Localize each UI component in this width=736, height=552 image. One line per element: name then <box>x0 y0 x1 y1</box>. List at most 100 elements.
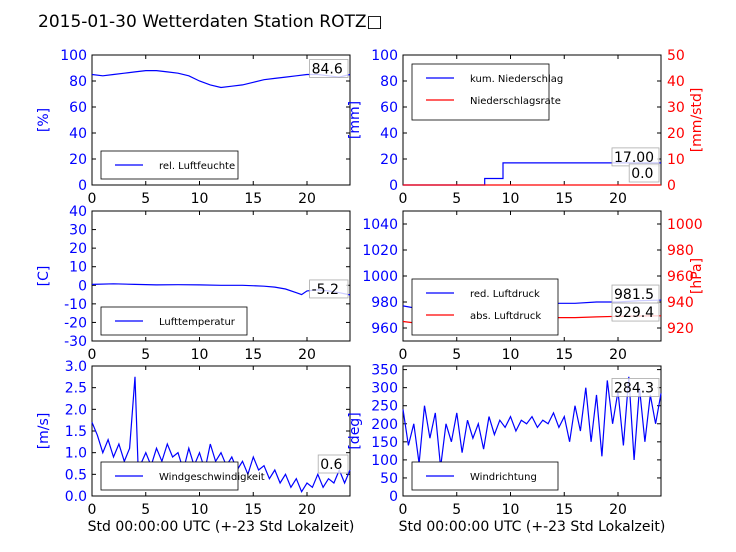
chart-panel: 0 5 10 15 20 -30 -20 -10 0 10 20 30 40 [C] Lufttempera… <box>36 204 351 363</box>
y-tick-label: 0.0 <box>65 489 87 505</box>
x-tick-label: 20 <box>298 347 316 363</box>
legend-box <box>411 278 559 336</box>
x-tick-label: 15 <box>244 191 262 207</box>
y-tick-label: 0.5 <box>65 467 87 483</box>
y2-tick-label: 980 <box>667 243 694 259</box>
x-tick-label: 0 <box>88 347 97 363</box>
y-tick-label: 40 <box>380 126 398 142</box>
y-axis-label: [m/s] <box>36 413 52 450</box>
y-tick-label: 100 <box>60 48 87 64</box>
y-tick-label: 350 <box>371 363 398 379</box>
y2-tick-label: 50 <box>667 48 685 64</box>
legend-label: red. Luftdruck <box>470 289 540 300</box>
y-tick-label: -30 <box>64 334 87 350</box>
x-tick-label: 15 <box>244 502 262 518</box>
x-tick-label: 20 <box>298 502 316 518</box>
y-axis-label: [deg] <box>347 412 363 449</box>
y2-tick-label: 940 <box>667 295 694 311</box>
x-tick-label: 15 <box>244 347 262 363</box>
current-value-label: 0.6 <box>320 457 342 473</box>
x-axis-label: Std 00:00:00 UTC (+-23 Std Lokalzeit) <box>88 519 355 535</box>
y-tick-label: 20 <box>69 241 87 257</box>
x-tick-label: 10 <box>502 191 520 207</box>
current-value-box <box>317 454 349 474</box>
x-tick-label: 10 <box>191 502 209 518</box>
y-tick-label: 2.0 <box>65 402 87 418</box>
x-tick-label: 0 <box>88 191 97 207</box>
x-tick-label: 10 <box>191 347 209 363</box>
legend-label: Windrichtung <box>470 472 537 483</box>
current-value-box <box>611 378 660 397</box>
plot-frame <box>91 54 351 186</box>
y2-tick-label: 40 <box>667 74 685 90</box>
legend-label: abs. Luftdruck <box>470 311 541 322</box>
x-tick-label: 15 <box>555 347 573 363</box>
legend-label: rel. Luftfeuchte <box>159 161 235 172</box>
x-tick-label: 10 <box>502 347 520 363</box>
x-tick-label: 0 <box>399 191 408 207</box>
x-tick-label: 5 <box>452 191 461 207</box>
plot-frame <box>402 365 662 497</box>
x-tick-label: 15 <box>555 502 573 518</box>
y-tick-label: 0 <box>389 489 398 505</box>
current-value-label: -5.2 <box>312 282 339 298</box>
current-value-label: 0.0 <box>631 166 653 182</box>
series-line <box>91 376 351 494</box>
y-tick-label: 1.5 <box>65 424 87 440</box>
y2-tick-label: 920 <box>667 321 694 337</box>
y-tick-label: -10 <box>64 297 87 313</box>
y-tick-label: 0 <box>78 178 87 194</box>
plot-frame <box>91 210 351 342</box>
y-tick-label: 250 <box>371 399 398 415</box>
y-tick-label: 50 <box>380 471 398 487</box>
y-tick-label: 60 <box>69 100 87 116</box>
y-tick-label: 100 <box>371 453 398 469</box>
y2-tick-label: 960 <box>667 269 694 285</box>
y-tick-label: 1040 <box>362 217 398 233</box>
chart-panel: 0 5 10 15 20 960 980 1000 1020 1040 920 940 960 980 10… <box>362 210 705 363</box>
x-tick-label: 5 <box>141 347 150 363</box>
x-tick-label: 5 <box>452 347 461 363</box>
y-tick-label: 20 <box>69 152 87 168</box>
y-tick-label: 100 <box>371 48 398 64</box>
y-tick-label: 80 <box>69 74 87 90</box>
y-tick-label: 3.0 <box>65 359 87 375</box>
y-tick-label: 2.5 <box>65 381 87 397</box>
x-tick-label: 20 <box>609 347 627 363</box>
x-tick-label: 20 <box>609 191 627 207</box>
y2-tick-label: 30 <box>667 100 685 116</box>
y2-axis-label: [hPa] <box>689 258 705 294</box>
x-tick-label: 0 <box>399 502 408 518</box>
legend-label: Windgeschwindigkeit <box>159 472 265 483</box>
x-tick-label: 20 <box>609 502 627 518</box>
y2-tick-label: 0 <box>667 178 676 194</box>
x-tick-label: 15 <box>555 191 573 207</box>
y-tick-label: 20 <box>380 152 398 168</box>
y-tick-label: 40 <box>69 204 87 220</box>
y-tick-label: 10 <box>69 260 87 276</box>
chart-panel: 0 5 10 15 20 0 20 40 60 80 100 0 10 20 30 40 50 [mm] [mm/s… <box>347 48 705 207</box>
y2-tick-label: 20 <box>667 126 685 142</box>
y-tick-label: 0 <box>389 178 398 194</box>
current-value-label: 981.5 <box>614 287 654 303</box>
current-value-box <box>309 59 349 78</box>
current-value-label: 284.3 <box>614 380 654 396</box>
current-value-label: 17.00 <box>614 150 654 166</box>
current-value-box <box>309 279 349 299</box>
x-tick-label: 10 <box>191 191 209 207</box>
y-tick-label: 0 <box>78 278 87 294</box>
x-tick-label: 10 <box>502 502 520 518</box>
y-axis-label: [mm] <box>347 101 363 139</box>
current-value-box <box>611 302 660 322</box>
y2-tick-label: 1000 <box>667 217 703 233</box>
y-tick-label: 80 <box>380 74 398 90</box>
y2-axis-label: [mm/std] <box>689 88 705 153</box>
y-tick-label: 1020 <box>362 243 398 259</box>
y2-tick-label: 10 <box>667 152 685 168</box>
chart-panel: 0 5 10 15 20 0 20 40 60 80 100 [%] rel. Luftfeuchte 8… <box>36 48 351 207</box>
y-tick-label: 30 <box>69 223 87 239</box>
legend-box <box>411 63 550 121</box>
